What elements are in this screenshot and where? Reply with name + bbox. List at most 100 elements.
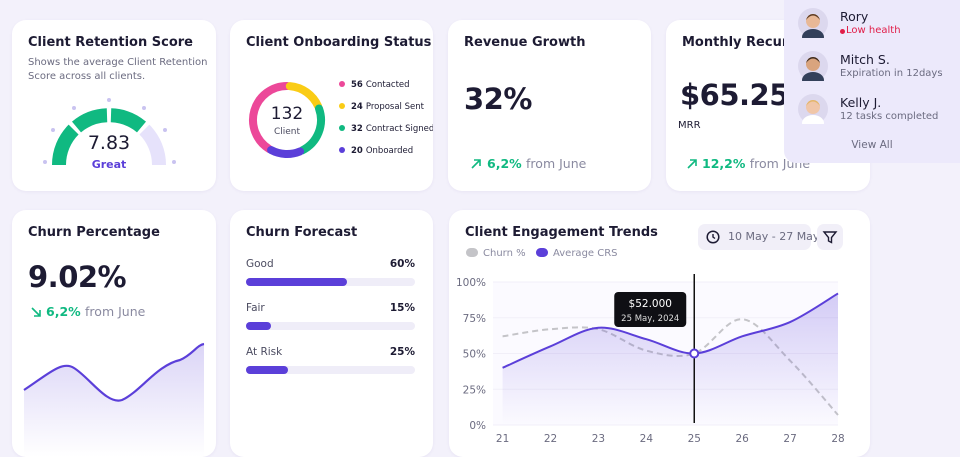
avatar-face — [806, 14, 820, 28]
legend-count: 32 — [351, 124, 363, 134]
legend-label: Contacted — [366, 80, 410, 90]
forecast-bar — [246, 366, 289, 374]
card-title: Client Onboarding Status — [246, 35, 432, 50]
legend-entry: 32 Contract Signed — [351, 124, 433, 134]
date-range: 10 May - 27 May — [728, 230, 820, 243]
change-label: from June — [85, 304, 146, 319]
person-name: Kelly J. — [840, 95, 882, 110]
decoration — [51, 128, 55, 132]
up-arrow-icon — [471, 159, 481, 169]
retention-card: Client Retention Score Shows the average… — [12, 20, 216, 191]
gauge-segment — [71, 108, 108, 133]
legend-entry: 56 Contacted — [351, 80, 410, 90]
decoration — [43, 160, 47, 164]
decoration — [163, 128, 167, 132]
legend-label: Proposal Sent — [366, 102, 425, 112]
forecast-value: 15% — [389, 302, 415, 314]
donut-segment — [249, 82, 292, 153]
legend-swatch — [466, 248, 478, 257]
donut-total: 132 — [271, 104, 303, 124]
decoration — [706, 230, 720, 244]
date-range-button[interactable]: 10 May - 27 May — [698, 224, 819, 250]
legend-label: Onboarded — [366, 146, 413, 156]
decoration — [107, 98, 111, 102]
gauge-segment — [110, 108, 147, 133]
x-tick-label: 22 — [544, 433, 557, 445]
avatar-face — [806, 100, 820, 114]
gauge-dots — [43, 98, 176, 164]
y-tick-label: 50% — [463, 349, 486, 361]
card-title: Monthly Recurring — [682, 35, 818, 50]
up-arrow-icon — [687, 159, 697, 169]
change-value: 6,2% — [487, 156, 522, 171]
change-label: from June — [526, 156, 587, 171]
person-status: 12 tasks completed — [840, 111, 939, 122]
gauge-segment — [139, 124, 167, 166]
donut-total-label: Client — [274, 127, 301, 137]
legend-entry: Churn % — [483, 248, 526, 259]
tooltip-box — [614, 292, 687, 327]
people-popover: Rory Low health Mitch S. Expiration in 12da… — [784, 0, 960, 163]
tooltip-date: 25 May, 2024 — [621, 314, 679, 324]
y-tick-label: 100% — [456, 277, 486, 289]
card-title: Churn Forecast — [246, 225, 358, 240]
person-status: Expiration in 12days — [840, 68, 943, 79]
status-dot — [840, 29, 845, 34]
forecast-value: 25% — [389, 346, 415, 358]
legend-count: 24 — [351, 102, 363, 112]
legend-dot — [339, 81, 345, 87]
avatar — [798, 8, 828, 38]
view-all-link[interactable]: View All — [851, 139, 893, 151]
onboarding-card: Client Onboarding Status 132 Client 56 Co… — [230, 20, 433, 191]
person-name: Mitch S. — [840, 52, 890, 67]
avatar-hair — [806, 57, 820, 63]
legend-dot — [339, 125, 345, 131]
sparkline — [23, 342, 205, 457]
avatar — [798, 94, 828, 124]
donut-segment — [298, 104, 325, 155]
person-name: Rory — [840, 9, 869, 24]
card-title: Churn Percentage — [28, 225, 160, 240]
y-tick-label: 25% — [463, 384, 486, 396]
decoration — [822, 231, 838, 244]
x-tick-label: 28 — [831, 433, 844, 445]
donut-segment — [285, 82, 323, 111]
sparkline-line — [23, 342, 205, 402]
cursor-point — [689, 348, 700, 359]
avatar-face — [806, 57, 820, 71]
series-line — [502, 292, 839, 369]
decoration — [31, 307, 41, 317]
down-arrow-icon — [31, 307, 41, 317]
avatar-body — [802, 115, 824, 124]
card-description: Shows the average Client Retention Score… — [28, 57, 208, 82]
change-value: 6,2% — [46, 304, 81, 319]
kpi-change: 6,2% from June — [46, 304, 145, 319]
gauge-arcs — [51, 108, 167, 166]
avatar-body — [802, 72, 824, 81]
decoration — [142, 106, 146, 110]
gauge: 7.83 Great — [43, 98, 176, 171]
filter-button[interactable] — [817, 224, 843, 250]
kpi-change: 6,2% from June — [487, 156, 586, 171]
forecast-card: Churn Forecast Good 60% Fair 15% At Risk 25% — [230, 210, 433, 457]
forecast-bar — [246, 322, 272, 330]
forecast-label: Good — [246, 258, 274, 270]
legend-count: 20 — [351, 146, 363, 156]
y-tick-label: 75% — [463, 313, 486, 325]
forecast-track — [246, 278, 415, 286]
person-status: Low health — [846, 25, 901, 36]
avatar-hair — [806, 100, 820, 106]
forecast-track — [246, 366, 415, 374]
decoration — [687, 159, 697, 169]
x-tick-label: 21 — [496, 433, 509, 445]
avatar-body — [802, 29, 824, 38]
forecast-label: At Risk — [246, 346, 283, 358]
forecast-value: 60% — [389, 258, 415, 270]
y-tick-label: 0% — [469, 420, 486, 432]
x-tick-label: 24 — [640, 433, 654, 445]
tooltip-value: $52.000 — [629, 298, 672, 310]
